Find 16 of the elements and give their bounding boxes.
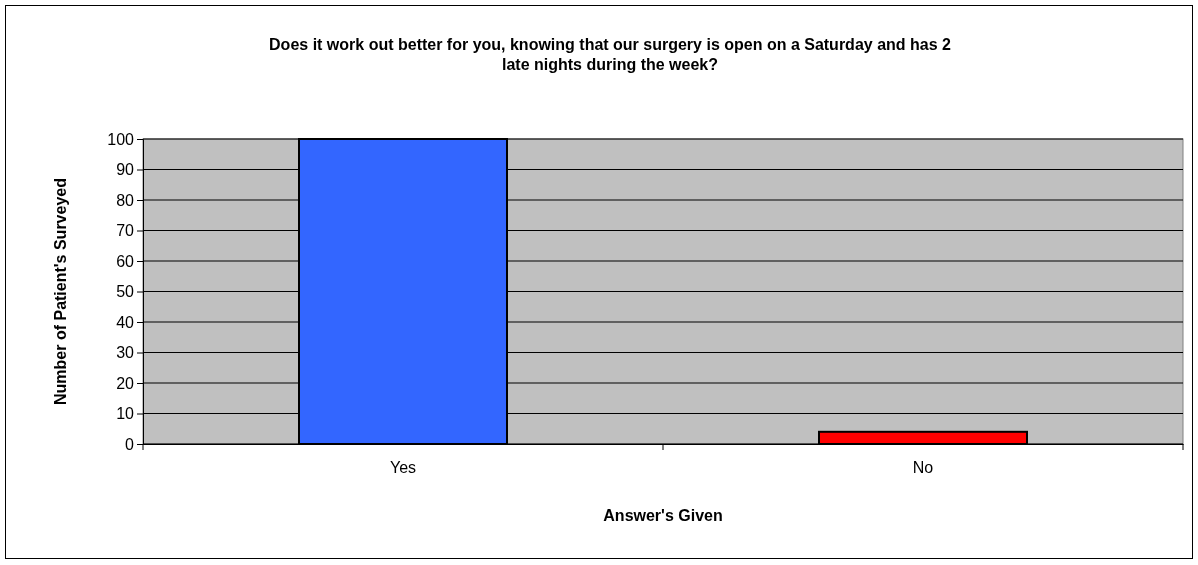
y-tick-label: 100 xyxy=(107,130,135,148)
x-tick-label: No xyxy=(912,458,934,476)
y-tick-label: 40 xyxy=(116,313,135,331)
y-tick-label: 0 xyxy=(125,435,135,453)
chart-title: Does it work out better for you, knowing that our surgery is open on a Saturday and has 2 late nights during the week? xyxy=(269,36,952,73)
y-tick-label: 70 xyxy=(116,222,135,240)
y-tick-label: 50 xyxy=(116,283,135,301)
y-tick-label: 10 xyxy=(116,405,135,423)
x-tick-label: Yes xyxy=(389,458,417,476)
y-tick-label: 20 xyxy=(116,374,135,392)
y-axis-title: Number of Patient's Surveyed xyxy=(52,178,69,405)
y-tick-label: 90 xyxy=(116,161,135,179)
y-tick-label: 30 xyxy=(116,344,135,362)
y-tick-label: 60 xyxy=(116,252,135,270)
x-axis-title: Answer's Given xyxy=(603,507,723,524)
y-tick-label: 80 xyxy=(116,191,135,209)
